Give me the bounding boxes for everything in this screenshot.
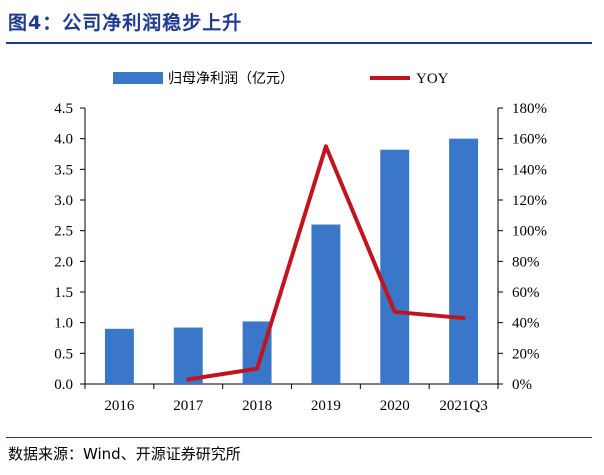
- y-right-tick-label: 180%: [512, 101, 547, 117]
- x-tick-label: 2021Q3: [439, 398, 487, 414]
- y-left-tick-labels: 0.0 0.5 1.0 1.5 2.0 2.5 3.0 3.5 4.0 4.5: [54, 101, 73, 393]
- y-right-tick-label: 20%: [512, 346, 540, 362]
- y-left-tick-label: 4.5: [54, 101, 73, 117]
- y-left-tick-label: 4.0: [54, 132, 73, 148]
- y-left-tick-label: 0.5: [54, 346, 73, 362]
- x-tick-label: 2018: [242, 398, 272, 414]
- y-right-tick-label: 100%: [512, 224, 547, 240]
- y-right-tick-label: 0%: [512, 377, 532, 393]
- x-tick-label: 2016: [104, 398, 135, 414]
- y-left-tick-label: 2.5: [54, 224, 73, 240]
- y-right-tick-label: 60%: [512, 285, 540, 301]
- y-left-tick-label: 1.5: [54, 285, 73, 301]
- yoy-point: [394, 311, 396, 313]
- figure-title: 图4：公司净利润稳步上升: [8, 12, 243, 34]
- legend: 归母净利润（亿元） YOY: [113, 70, 449, 87]
- y-left-tick-label: 3.0: [54, 193, 73, 209]
- title-rule: [6, 42, 592, 44]
- x-tick-labels: 2016 2017 2018 2019 2020 2021Q3: [104, 398, 487, 414]
- legend-bar-swatch: [113, 72, 163, 84]
- bar: [449, 138, 479, 384]
- yoy-point: [187, 378, 189, 380]
- bar: [173, 327, 203, 384]
- y-right-tick-label: 140%: [512, 162, 547, 178]
- yoy-series: [186, 144, 466, 382]
- y-left-tick-label: 1.0: [54, 316, 73, 332]
- source-rule: [6, 437, 592, 438]
- source-note: 数据来源：Wind、开源证券研究所: [8, 445, 241, 463]
- y-left-tick-label: 2.0: [54, 254, 73, 270]
- x-tick-label: 2020: [380, 398, 410, 414]
- y-right-tick-labels: 0% 20% 40% 60% 80% 100% 120% 140% 160% 180%: [512, 101, 547, 393]
- y-left-tick-label: 0.0: [54, 377, 73, 393]
- bar: [311, 224, 341, 384]
- x-tick-label: 2017: [173, 398, 204, 414]
- legend-line-label: YOY: [416, 71, 449, 87]
- y-right-tick-label: 80%: [512, 254, 540, 270]
- yoy-point: [463, 317, 465, 319]
- x-tick-label: 2019: [311, 398, 341, 414]
- y-right-tick-label: 160%: [512, 132, 547, 148]
- bar: [104, 328, 134, 384]
- yoy-point: [256, 368, 258, 370]
- yoy-point: [325, 145, 327, 147]
- axes: [80, 107, 503, 389]
- bar-series: [104, 138, 479, 384]
- y-right-tick-label: 40%: [512, 316, 540, 332]
- y-right-tick-label: 120%: [512, 193, 547, 209]
- legend-bar-label: 归母净利润（亿元）: [168, 70, 294, 87]
- bar: [380, 149, 410, 384]
- y-left-tick-label: 3.5: [54, 162, 73, 178]
